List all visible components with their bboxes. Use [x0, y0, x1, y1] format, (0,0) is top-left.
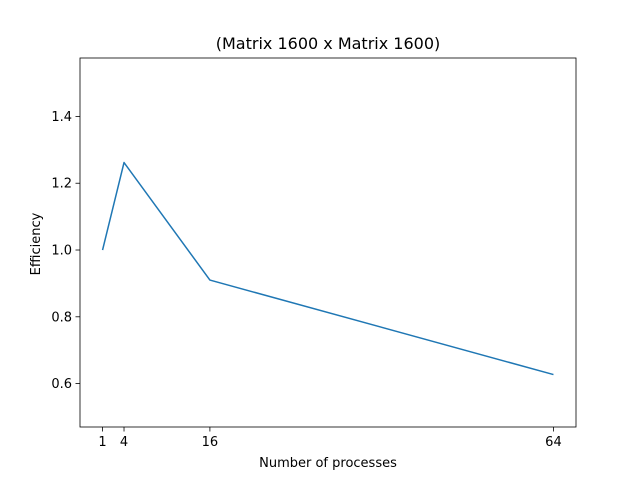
x-tick-label: 64: [545, 435, 562, 450]
y-tick-label: 1.0: [51, 244, 72, 259]
plot-area: 1 4 16 64 0.6 0.8 1.0 1.2 1.4: [51, 57, 577, 450]
plot-frame: [79, 57, 577, 428]
y-tick-label: 0.6: [51, 377, 72, 392]
x-axis-label: Number of processes: [259, 456, 397, 471]
chart-title: (Matrix 1600 x Matrix 1600): [216, 34, 440, 53]
x-tick-label: 16: [202, 435, 219, 450]
y-tick-label: 0.8: [51, 310, 72, 325]
y-tick-label: 1.4: [51, 110, 72, 125]
x-tick-label: 1: [98, 435, 106, 450]
y-tick-label: 1.2: [51, 177, 72, 192]
x-tick-label: 4: [120, 435, 128, 450]
y-axis-label: Efficiency: [29, 212, 44, 275]
series-line-0: [101, 161, 554, 376]
